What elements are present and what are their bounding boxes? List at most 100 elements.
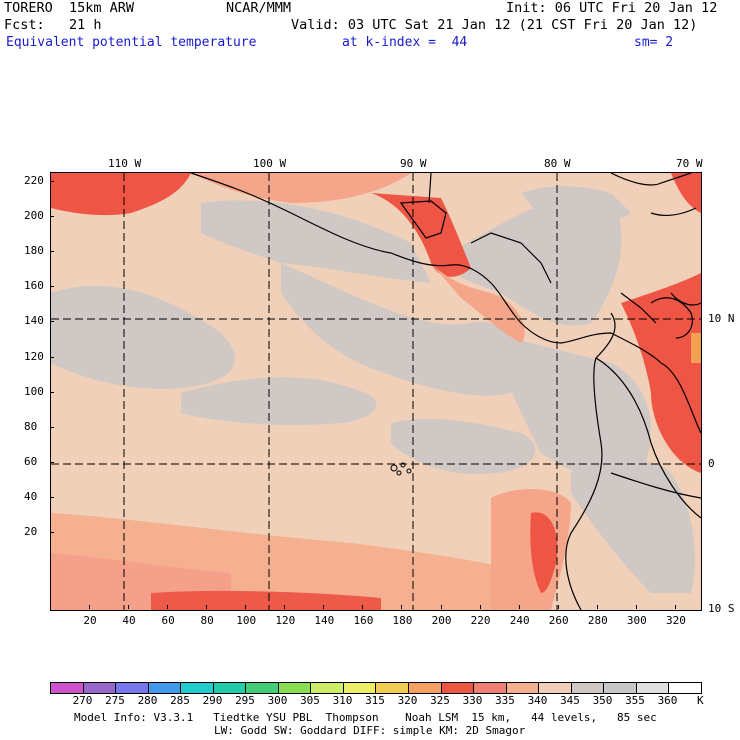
x-tick-mark <box>557 605 559 609</box>
legend-swatch <box>213 683 247 693</box>
y-tick-mark <box>50 251 54 253</box>
x-tick-label: 60 <box>161 614 175 627</box>
theta-e-map <box>51 173 701 610</box>
y-tick-mark <box>50 391 54 393</box>
legend-value: 360 <box>657 694 678 707</box>
y-tick-label: 180 <box>24 244 44 258</box>
valid-time: Valid: 03 UTC Sat 21 Jan 12 (21 CST Fri … <box>291 17 698 33</box>
y-tick-mark <box>50 532 54 533</box>
lon-label-110w: 110 W <box>108 157 142 170</box>
x-tick-label: 260 <box>548 614 569 627</box>
x-tick-mark <box>635 605 637 609</box>
legend-value: 310 <box>332 694 353 707</box>
legend-swatch <box>148 683 182 693</box>
legend-swatch <box>506 683 540 693</box>
y-tick-mark <box>50 286 54 288</box>
galapagos-islands <box>390 462 412 476</box>
y-tick-mark <box>50 216 54 218</box>
field-name: Equivalent potential temperature <box>6 35 257 50</box>
model-title: TORERO 15km ARW <box>4 0 135 16</box>
x-tick-mark <box>362 605 364 609</box>
y-tick-label: 140 <box>24 314 44 328</box>
lat-label-10n: 10 N <box>708 312 735 325</box>
x-tick-mark <box>674 605 676 609</box>
legend-value: 330 <box>462 694 483 707</box>
legend-value: 350 <box>592 694 613 707</box>
x-tick-label: 20 <box>83 614 97 627</box>
legend-swatch <box>441 683 475 693</box>
x-tick-mark <box>596 605 598 609</box>
y-tick-label: 80 <box>24 419 38 433</box>
legend-value: 295 <box>235 694 255 707</box>
x-tick-label: 40 <box>122 614 136 627</box>
y-tick-mark <box>50 426 54 428</box>
lon-label-80w: 80 W <box>544 157 571 170</box>
legend-value: 300 <box>267 694 288 707</box>
y-tick-mark <box>50 321 54 323</box>
ne-warm-zone <box>621 273 701 473</box>
legend-swatch <box>246 683 279 693</box>
legend-swatch <box>539 683 572 693</box>
lat-label-10s: 10 S <box>708 602 735 615</box>
x-tick-label: 120 <box>275 614 296 627</box>
color-legend <box>50 682 702 694</box>
x-tick-label: 280 <box>587 614 608 627</box>
legend-value: 315 <box>365 694 385 707</box>
x-tick-mark <box>128 605 130 609</box>
x-tick-label: 240 <box>509 614 530 627</box>
level-label: at k-index = 44 <box>342 35 468 50</box>
physics-info: LW: Godd SW: Goddard DIFF: simple KM: 2D… <box>214 724 526 737</box>
y-tick-label: 160 <box>24 279 44 293</box>
x-tick-label: 320 <box>665 614 686 627</box>
y-tick-label: 100 <box>24 384 44 398</box>
legend-value: 275 <box>105 694 125 707</box>
legend-swatch <box>636 683 670 693</box>
legend-swatch <box>409 683 442 693</box>
nw-warm-zone <box>51 173 191 216</box>
legend-swatch <box>83 683 117 693</box>
map-panel <box>50 172 702 611</box>
x-tick-mark <box>401 605 403 609</box>
x-tick-mark <box>167 605 169 609</box>
legend-unit: K <box>697 694 704 707</box>
x-tick-mark <box>206 605 208 609</box>
legend-value: 305 <box>300 694 320 707</box>
x-tick-label: 100 <box>236 614 257 627</box>
x-tick-label: 80 <box>200 614 214 627</box>
lon-label-100w: 100 W <box>253 157 287 170</box>
x-tick-label: 200 <box>431 614 452 627</box>
y-tick-mark <box>50 356 54 358</box>
model-info: Model Info: V3.3.1 Tiedtke YSU PBL Thomp… <box>74 711 657 724</box>
y-tick-mark <box>50 496 54 498</box>
x-tick-mark <box>440 605 442 609</box>
x-tick-label: 160 <box>353 614 374 627</box>
y-tick-label: 220 <box>24 174 44 187</box>
legend-swatch <box>343 683 377 693</box>
x-tick-label: 140 <box>314 614 335 627</box>
legend-swatch <box>376 683 410 693</box>
y-tick-label: 20 <box>24 525 38 538</box>
legend-swatch <box>311 683 344 693</box>
legend-value: 355 <box>625 694 645 707</box>
x-tick-mark <box>89 605 90 609</box>
x-tick-label: 180 <box>392 614 413 627</box>
y-tick-label: 40 <box>24 489 38 503</box>
legend-value: 270 <box>72 694 93 707</box>
y-tick-mark <box>50 461 54 463</box>
legend-swatch <box>571 683 605 693</box>
legend-value: 325 <box>430 694 450 707</box>
legend-swatch <box>51 683 84 693</box>
lon-label-70w: 70 W <box>676 157 703 170</box>
legend-value: 340 <box>527 694 548 707</box>
x-tick-mark <box>284 605 286 609</box>
y-tick-label: 60 <box>24 454 38 468</box>
legend-swatch <box>474 683 507 693</box>
lon-label-90w: 90 W <box>400 157 427 170</box>
x-tick-mark <box>323 605 325 609</box>
legend-swatch <box>181 683 214 693</box>
x-tick-label: 220 <box>470 614 491 627</box>
legend-value: 285 <box>170 694 190 707</box>
legend-swatch <box>278 683 312 693</box>
x-tick-mark <box>479 605 481 609</box>
institution-label: NCAR/MMM <box>226 0 292 16</box>
